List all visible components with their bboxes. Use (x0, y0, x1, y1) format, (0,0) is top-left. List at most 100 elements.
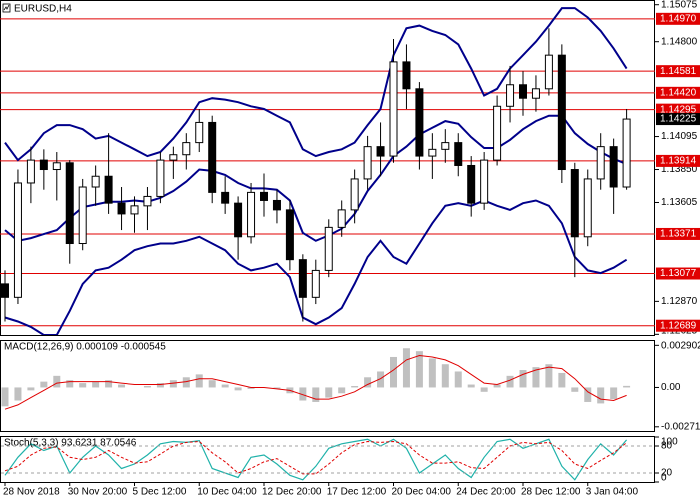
stoch-panel (0, 436, 655, 483)
macd-bar (105, 380, 113, 388)
macd-bar (66, 380, 74, 388)
macd-bar (169, 380, 177, 388)
macd-bar (338, 387, 346, 394)
level-label-box (656, 86, 700, 99)
y-tick-label: 80 (661, 441, 673, 452)
candle-body (117, 202, 126, 215)
candle-body (519, 84, 527, 99)
candle-body (143, 195, 152, 207)
macd-bar (273, 387, 281, 389)
macd-bar (597, 387, 605, 404)
candle-body (428, 148, 437, 157)
candle-body (493, 105, 502, 161)
candle-body (104, 175, 113, 204)
macd-bar (312, 387, 320, 402)
candle-body (52, 162, 61, 171)
candle-body (467, 164, 476, 204)
x-tick-label: 10 Dec 04:00 (197, 487, 257, 498)
candle-body (376, 146, 385, 157)
y-tick-label: 1.12870 (661, 296, 698, 307)
macd-bar (493, 384, 501, 388)
level-label: 1.13077 (660, 268, 697, 279)
candle-body (583, 178, 592, 238)
y-tick-label: 100 (661, 437, 678, 448)
macd-signal (4, 354, 627, 410)
stoch-main (4, 438, 628, 481)
y-tick-label: 1.14095 (661, 131, 698, 142)
macd-bar (182, 377, 190, 388)
y-tick-label: 1.13605 (661, 197, 698, 208)
candle-body (182, 142, 191, 156)
level-label-box (656, 103, 700, 116)
level-label: 1.14295 (660, 104, 697, 115)
level-label-box (656, 319, 700, 332)
candle-body (130, 205, 139, 215)
macd-bar (506, 375, 514, 388)
candle-body (65, 162, 74, 245)
macd-label: MACD(12,26,9) 0.000109 -0.000545 (4, 342, 166, 353)
candle-body (622, 118, 631, 188)
candle-body (415, 88, 424, 157)
level-label: 1.13914 (660, 156, 697, 167)
candle-body (609, 146, 618, 188)
y-tick-label: 20 (661, 468, 673, 479)
macd-bar (299, 387, 307, 401)
stoch-signal (4, 440, 627, 475)
macd-bar (610, 387, 618, 400)
macd-bar (143, 386, 151, 388)
y-tick-label: 1.13850 (661, 164, 698, 175)
main-panel (0, 0, 655, 336)
band-lower (4, 199, 628, 335)
level-label: 1.12689 (660, 320, 697, 331)
stoch-layer (4, 438, 628, 481)
candle-body (480, 159, 489, 204)
macd-bar (27, 387, 35, 391)
x-tick-label: 5 Dec 12:00 (133, 487, 187, 498)
macd-bar (221, 384, 229, 388)
y-tick-label: 0.00 (661, 382, 681, 393)
candle-body (39, 159, 48, 171)
macd-bar (571, 387, 579, 392)
macd-bar (480, 387, 488, 392)
macd-bar (234, 387, 242, 391)
candle-body (324, 226, 333, 271)
macd-bar (156, 383, 164, 388)
candle-body (506, 84, 515, 107)
macd-bar (584, 387, 592, 402)
x-tick-label: 20 Dec 04:00 (392, 487, 452, 498)
stoch-label: Stoch(5,3,3) 93.6231 87.0546 (4, 438, 137, 449)
macd-layer (1, 348, 631, 410)
macd-bar (79, 383, 87, 388)
x-tick-label: 3 Jan 04:00 (586, 487, 639, 498)
candle-body (570, 169, 579, 238)
candle-body (544, 54, 553, 90)
macd-bar (1, 387, 9, 407)
macd-bar (545, 364, 553, 388)
macd-bar (454, 371, 462, 388)
candle-body (156, 159, 165, 197)
macd-bar (247, 387, 255, 389)
candle-body (272, 199, 281, 211)
macd-bar (532, 367, 540, 388)
level-label-box (656, 154, 700, 167)
macd-bar (364, 377, 372, 388)
macd-bar (390, 356, 397, 388)
macd-bar (195, 374, 203, 388)
level-label-box (656, 267, 700, 280)
macd-bar (623, 385, 631, 388)
y-tick-label: 0.002902 (661, 341, 700, 352)
y-tick-label: 1.15075 (661, 0, 698, 11)
symbol-icon (2, 3, 11, 13)
candle-body (247, 191, 256, 238)
candle-body (441, 142, 450, 150)
macd-bar (558, 372, 566, 388)
candle-body (557, 54, 566, 171)
candle-body (26, 159, 35, 184)
x-tick-label: 30 Nov 20:00 (68, 487, 128, 498)
candle-body (78, 186, 87, 245)
macd-bar (441, 364, 449, 388)
macd-bar (377, 371, 385, 388)
